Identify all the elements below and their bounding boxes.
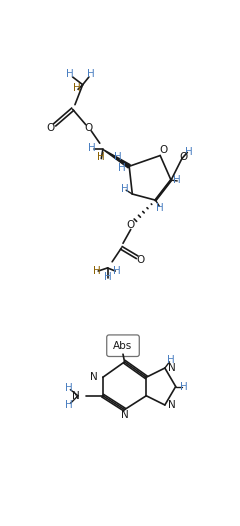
Text: N: N	[90, 372, 98, 382]
Text: H: H	[185, 147, 193, 157]
Text: O: O	[85, 123, 93, 133]
Text: H: H	[104, 272, 111, 282]
Text: N: N	[168, 400, 176, 410]
Text: N: N	[168, 363, 176, 373]
Text: O: O	[127, 220, 135, 230]
Text: N: N	[121, 410, 128, 420]
Text: N: N	[72, 391, 80, 401]
Text: O: O	[46, 123, 54, 133]
Text: H: H	[121, 185, 128, 195]
Text: H: H	[73, 83, 80, 93]
Text: H: H	[87, 69, 94, 79]
Text: O: O	[179, 152, 188, 162]
Text: O: O	[136, 255, 144, 265]
Text: H: H	[156, 203, 164, 213]
Text: H: H	[97, 152, 105, 162]
Text: O: O	[159, 145, 168, 155]
Text: H: H	[180, 381, 187, 391]
Text: Abs: Abs	[113, 341, 133, 351]
Text: H: H	[93, 266, 101, 276]
Text: H: H	[167, 355, 175, 365]
Text: H: H	[66, 69, 74, 79]
Text: H: H	[113, 266, 121, 276]
Text: H: H	[118, 163, 125, 173]
Text: H: H	[173, 175, 181, 185]
Text: H: H	[65, 400, 73, 410]
Polygon shape	[103, 149, 130, 168]
Text: H: H	[114, 152, 122, 162]
FancyBboxPatch shape	[107, 335, 139, 357]
Text: H: H	[65, 383, 73, 393]
Text: H: H	[88, 143, 96, 153]
